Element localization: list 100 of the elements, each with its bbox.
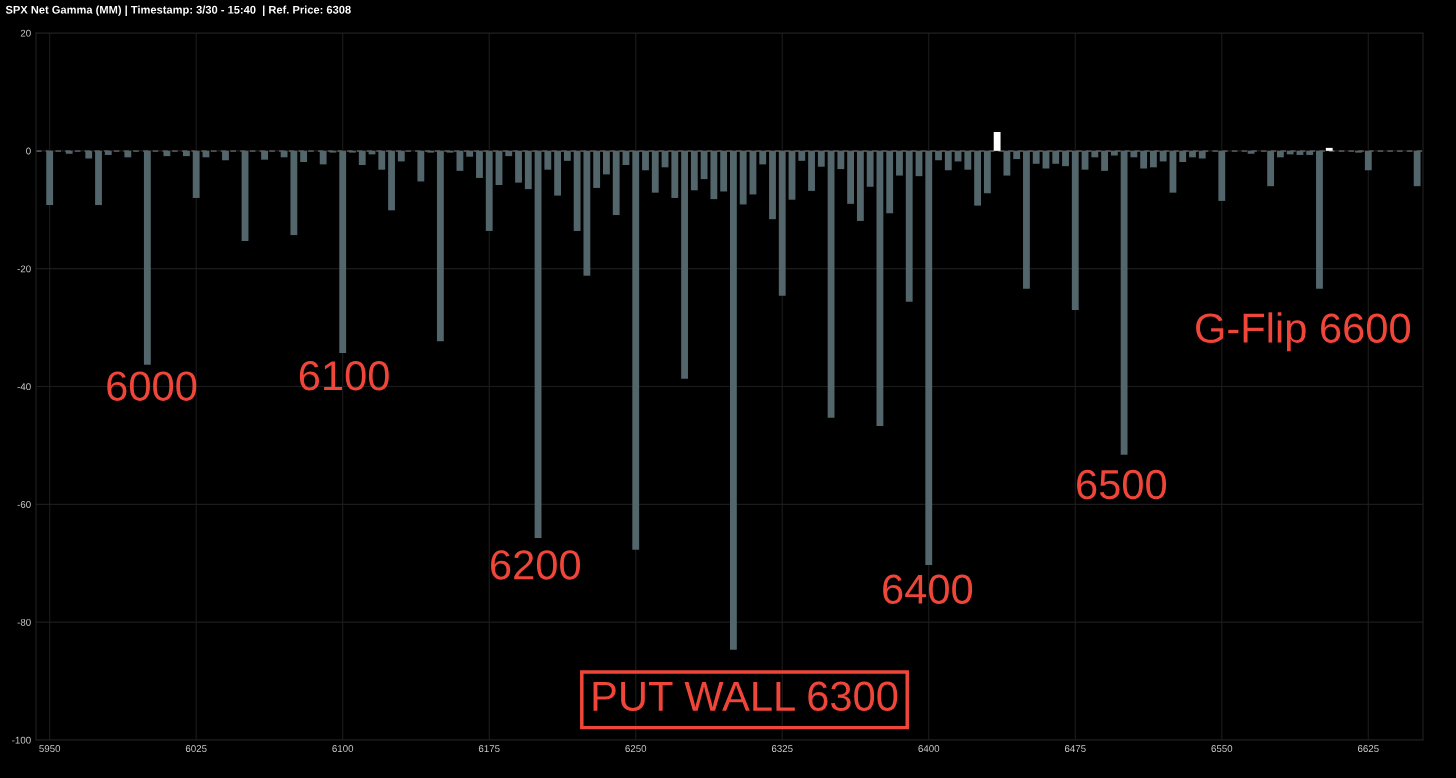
bar — [319, 150, 327, 165]
bar — [378, 150, 386, 170]
bar — [759, 150, 767, 165]
annotation: 6000 — [107, 371, 197, 401]
bar — [1130, 150, 1138, 158]
x-tick-label: 6625 — [1357, 745, 1379, 752]
bar — [739, 150, 747, 205]
y-tick-label: -80 — [17, 618, 31, 626]
bar — [583, 150, 591, 276]
bar — [983, 150, 991, 194]
bar — [85, 150, 93, 159]
y-tick-label: -60 — [17, 501, 31, 508]
bar — [1276, 150, 1284, 158]
bar — [46, 150, 54, 206]
annotation: G-Flip 6600 — [1196, 312, 1411, 352]
bar — [1013, 150, 1021, 160]
bar — [515, 150, 522, 183]
bar — [1159, 150, 1167, 162]
bar — [886, 150, 894, 214]
x-tick-label: 6550 — [1211, 745, 1233, 752]
bar — [720, 150, 728, 192]
bar — [1316, 150, 1323, 289]
x-tick-label: 6475 — [1064, 745, 1086, 752]
bar — [466, 150, 474, 157]
bar — [710, 150, 718, 200]
bar — [925, 150, 933, 566]
bar — [358, 150, 366, 165]
bar — [1364, 150, 1372, 171]
bar — [524, 150, 532, 190]
bar — [1091, 150, 1099, 158]
bar — [1306, 150, 1314, 155]
bar — [1101, 150, 1108, 171]
y-tick-label: -20 — [17, 265, 31, 273]
bar — [1218, 150, 1226, 201]
bar — [1062, 150, 1069, 167]
bar — [104, 150, 112, 155]
bar — [905, 150, 913, 302]
x-tick-label: 6025 — [185, 745, 207, 752]
y-tick-label: 0 — [26, 147, 31, 155]
bar — [1198, 150, 1206, 159]
bar — [935, 150, 942, 161]
bar — [1247, 150, 1255, 154]
bar — [505, 150, 513, 157]
bar — [65, 150, 73, 154]
bar — [573, 150, 581, 231]
bar — [778, 150, 786, 296]
bar — [456, 150, 464, 171]
bar — [651, 150, 659, 193]
bar — [1267, 150, 1275, 187]
bar — [1003, 150, 1011, 176]
bar — [397, 150, 405, 162]
bar — [436, 150, 444, 342]
bar — [1413, 150, 1421, 187]
bar — [827, 150, 835, 418]
chart-title: SPX Net Gamma (MM) | Timestamp: 3/30 - 15:40 | Ref. Price: 6308 — [5, 5, 351, 17]
bar — [417, 150, 425, 182]
bar — [192, 150, 200, 198]
bar — [866, 150, 874, 187]
x-tick-label: 5950 — [39, 745, 61, 752]
bar — [671, 150, 679, 198]
bar — [817, 150, 825, 167]
annotation: 6200 — [491, 550, 580, 580]
bar — [700, 150, 708, 180]
bar — [124, 150, 132, 158]
bar — [261, 150, 268, 160]
bar — [1032, 150, 1040, 164]
bar — [837, 150, 845, 170]
bar — [95, 150, 102, 206]
bar — [593, 150, 601, 188]
bar — [769, 150, 776, 220]
x-tick-label: 6250 — [625, 745, 647, 752]
bar — [1052, 150, 1060, 164]
bar — [896, 150, 903, 176]
bar — [808, 150, 815, 191]
bar — [563, 150, 571, 161]
bar — [476, 150, 483, 178]
bar — [1189, 150, 1196, 158]
annotation: PUT WALL 6300 — [593, 681, 898, 712]
x-tick-label: 6400 — [918, 745, 940, 752]
bar — [183, 150, 190, 157]
bar — [798, 150, 806, 161]
annotation: 6400 — [883, 574, 973, 604]
bar — [1023, 150, 1030, 289]
bar — [290, 150, 298, 236]
bar — [388, 150, 395, 211]
bar — [603, 150, 610, 175]
bar — [847, 150, 855, 204]
bar — [690, 150, 698, 191]
bar — [280, 150, 288, 158]
bar — [964, 150, 972, 170]
bar — [554, 150, 562, 196]
x-tick-label: 6100 — [332, 745, 354, 752]
bar — [1071, 150, 1079, 310]
bar — [339, 150, 347, 353]
bar — [1110, 150, 1118, 156]
y-tick-label: -40 — [17, 383, 31, 391]
bar — [1140, 150, 1148, 169]
bar — [612, 150, 620, 216]
y-tick-label: -100 — [12, 736, 31, 744]
bar — [300, 150, 308, 163]
